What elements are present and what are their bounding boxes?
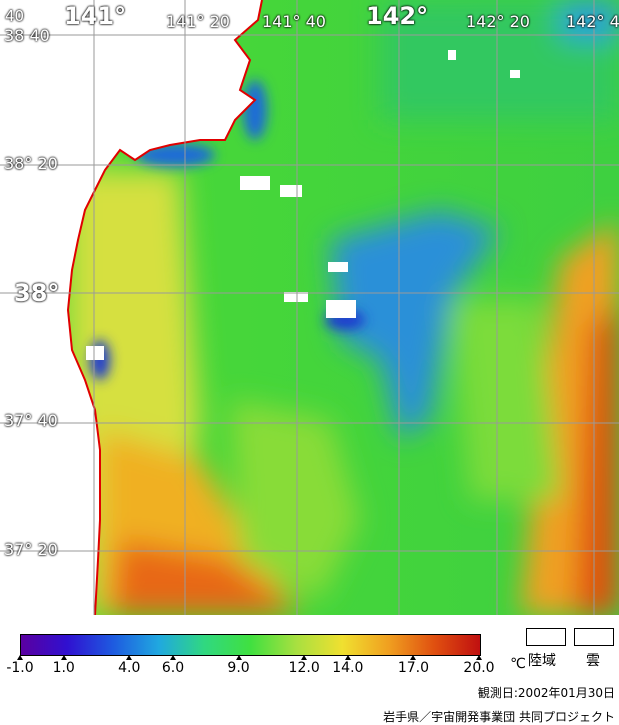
colorbar-tick-label: 6.0	[161, 660, 185, 676]
observation-date: 観測日:2002年01月30日	[477, 686, 615, 700]
unit-label: ℃	[510, 656, 526, 672]
colorbar-tickmark	[17, 655, 23, 660]
lat-label-38-40: 38 40	[4, 26, 50, 45]
lat-label-38-20: 38° 20	[4, 154, 58, 173]
lon-label-141-20: 141° 20	[166, 12, 230, 31]
colorbar-tickmark	[344, 655, 351, 660]
coastline	[66, 0, 263, 615]
colorbar-tickmark	[476, 655, 482, 660]
sst-map-canvas	[0, 0, 619, 615]
colorbar-tick-label: 12.0	[288, 660, 320, 676]
colorbar-tick-label: 9.0	[227, 660, 250, 676]
colorbar-tick-label: 17.0	[397, 660, 430, 676]
colorbar-tickmark	[60, 655, 67, 660]
colorbar-tick-label: -1.0	[6, 660, 34, 676]
legend-land-swatch	[526, 628, 566, 646]
temperature-colorbar	[20, 634, 481, 656]
lon-label-142-20: 142° 20	[466, 12, 530, 31]
lat-label-37-20: 37° 20	[4, 540, 58, 559]
colorbar-tick-label: 1.0	[52, 660, 75, 676]
legend-land-label: 陸域	[528, 653, 556, 669]
colorbar-tick-label: 4.0	[118, 660, 141, 676]
colorbar-tickmark	[170, 655, 176, 660]
lat-label-38: 38°	[14, 279, 60, 307]
legend-cloud-label: 雲	[586, 653, 600, 669]
lon-label-141-40: 141° 40	[262, 12, 326, 31]
colorbar-tick-label: 20.0	[463, 660, 495, 676]
colorbar-tickmark	[410, 655, 417, 660]
lon-label-142-40: 142° 4	[566, 12, 619, 31]
colorbar-tickmark	[126, 655, 133, 660]
corner-label: 40	[5, 7, 25, 25]
graticule	[0, 0, 619, 615]
colorbar-tick-label: 14.0	[332, 660, 364, 676]
credit-line: 岩手県／宇宙開発事業団 共同プロジェクト	[383, 710, 615, 724]
colorbar-tickmark	[235, 655, 242, 660]
lon-label-142: 142°	[366, 2, 429, 30]
legend-cloud-swatch	[574, 628, 614, 646]
sst-map: 40 141° 141° 20 141° 40 142° 142° 20 142…	[0, 0, 619, 615]
lat-label-37-40: 37° 40	[4, 411, 58, 430]
colorbar-tickmark	[301, 655, 308, 660]
lon-label-141: 141°	[64, 2, 127, 30]
land-cloud-mask	[0, 0, 520, 615]
